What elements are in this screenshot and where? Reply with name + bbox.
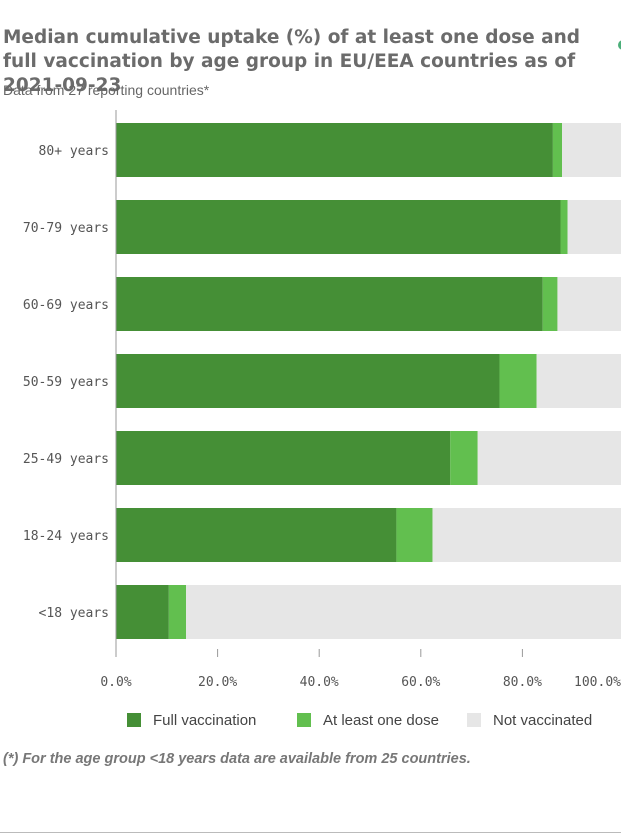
bar-not-vaccinated-18-24-years[interactable]: [432, 508, 621, 562]
bar-full-vaccination-60-69-years[interactable]: [116, 277, 543, 331]
bar-not-vaccinated-25-49-years[interactable]: [477, 431, 621, 485]
legend-label-full: Full vaccination: [153, 711, 257, 729]
bar-at-least-one-dose-60-69-years[interactable]: [542, 277, 558, 331]
bar-full-vaccination-18-24-years[interactable]: [116, 508, 397, 562]
menu-icon[interactable]: [618, 40, 621, 50]
category-label: 80+ years: [39, 144, 109, 159]
category-label: 70-79 years: [23, 221, 109, 236]
bars-layer: [116, 123, 621, 639]
bar-not-vaccinated-80-years[interactable]: [562, 123, 621, 177]
category-label: <18 years: [39, 606, 109, 621]
legend-swatch-full: [127, 713, 141, 727]
category-labels: 80+ years 70-79 years 60-69 years 50-59 yea…: [23, 144, 109, 621]
x-tick-label: 100.0%: [574, 675, 621, 690]
legend: Full vaccination At least one dose Not v…: [0, 710, 621, 730]
category-label: 50-59 years: [23, 375, 109, 390]
bar-at-least-one-dose-18-years[interactable]: [168, 585, 187, 639]
bar-at-least-one-dose-50-59-years[interactable]: [499, 354, 537, 408]
bar-full-vaccination-80-years[interactable]: [116, 123, 553, 177]
bar-at-least-one-dose-70-79-years[interactable]: [560, 200, 568, 254]
chart-subtitle: Data from 27 reporting countries*: [3, 82, 210, 98]
category-label: 60-69 years: [23, 298, 109, 313]
bar-full-vaccination-25-49-years[interactable]: [116, 431, 451, 485]
x-tick-label: 60.0%: [401, 675, 440, 690]
footnote: (*) For the age group <18 years data are…: [3, 751, 471, 767]
x-tick-label: 20.0%: [198, 675, 237, 690]
bar-at-least-one-dose-80-years[interactable]: [552, 123, 563, 177]
chart-title: Median cumulative uptake (%) of at least…: [3, 27, 581, 96]
bar-chart: 80+ years 70-79 years 60-69 years 50-59 yea…: [23, 110, 621, 690]
legend-label-one-dose: At least one dose: [323, 711, 439, 729]
bottom-divider: [0, 832, 621, 833]
bar-full-vaccination-70-79-years[interactable]: [116, 200, 561, 254]
legend-swatch-one-dose: [297, 713, 311, 727]
bar-not-vaccinated-60-69-years[interactable]: [557, 277, 621, 331]
bar-full-vaccination-50-59-years[interactable]: [116, 354, 500, 408]
category-label: 18-24 years: [23, 529, 109, 544]
legend-item-one-dose[interactable]: At least one dose: [297, 710, 439, 730]
x-tick-label: 80.0%: [503, 675, 542, 690]
category-label: 25-49 years: [23, 452, 109, 467]
bar-not-vaccinated-18-years[interactable]: [186, 585, 621, 639]
bar-at-least-one-dose-25-49-years[interactable]: [450, 431, 478, 485]
legend-swatch-not-vaccinated: [467, 713, 481, 727]
bar-full-vaccination-18-years[interactable]: [116, 585, 169, 639]
x-tick-label: 40.0%: [300, 675, 339, 690]
bar-not-vaccinated-50-59-years[interactable]: [536, 354, 621, 408]
bar-not-vaccinated-70-79-years[interactable]: [567, 200, 621, 254]
bar-at-least-one-dose-18-24-years[interactable]: [396, 508, 433, 562]
legend-item-not-vaccinated[interactable]: Not vaccinated: [467, 710, 592, 730]
legend-label-not-vaccinated: Not vaccinated: [493, 711, 593, 729]
x-tick-label: 0.0%: [100, 675, 131, 690]
x-axis-ticks: 0.0% 20.0% 40.0% 60.0% 80.0% 100.0%: [100, 649, 621, 690]
legend-item-full[interactable]: Full vaccination: [127, 710, 256, 730]
